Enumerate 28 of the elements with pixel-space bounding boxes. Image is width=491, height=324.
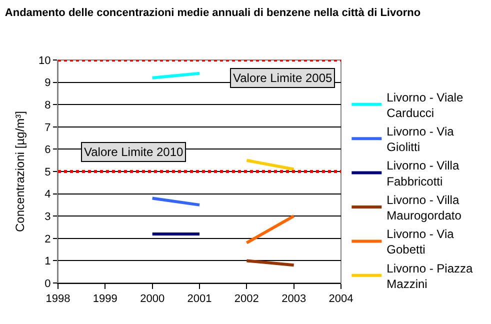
x-tick-label: 2002 — [234, 293, 259, 306]
ref-line-label: Valore Limite 2010 — [84, 145, 184, 159]
legend-label: Livorno - Viale Carducci — [386, 90, 464, 120]
legend-label: Livorno - Via Gobetti — [386, 227, 454, 257]
x-tick-label: 2004 — [328, 293, 354, 306]
y-tick-label: 0 — [44, 278, 51, 290]
x-tick-label: 1999 — [92, 293, 118, 306]
legend-label: Livorno - Villa Fabbricotti — [386, 158, 460, 188]
x-tick-label: 2000 — [140, 293, 165, 306]
y-tick-label: 7 — [44, 122, 51, 134]
y-tick-label: 9 — [44, 77, 51, 90]
y-tick-label: 3 — [44, 210, 51, 223]
legend-label: Livorno - Villa Maurogordato — [386, 192, 462, 222]
chart-title: Andamento delle concentrazioni medie annuali di benzene nella città di Livorno — [4, 6, 421, 19]
y-tick-label: 4 — [44, 188, 51, 201]
y-axis-title: Concentrazioni [µg/m³] — [13, 111, 27, 232]
y-tick-label: 2 — [44, 233, 51, 246]
y-tick-label: 10 — [38, 54, 51, 67]
x-tick-label: 1998 — [46, 293, 70, 306]
y-tick-label: 6 — [44, 144, 51, 156]
x-tick-label: 2001 — [187, 293, 212, 306]
y-tick-label: 1 — [44, 256, 51, 268]
y-tick-label: 5 — [44, 166, 51, 178]
y-tick-label: 8 — [44, 99, 51, 112]
x-tick-label: 2003 — [282, 293, 306, 306]
ref-line-label: Valore Limite 2005 — [233, 71, 332, 85]
legend-label: Livorno - Via Giolitti — [386, 124, 454, 154]
legend-label: Livorno - Piazza Mazzini — [386, 261, 474, 291]
